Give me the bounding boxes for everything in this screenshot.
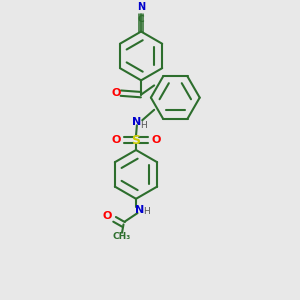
Text: O: O: [111, 88, 121, 98]
Text: H: H: [140, 121, 147, 130]
Text: N: N: [135, 205, 145, 215]
Text: S: S: [131, 134, 140, 147]
Text: H: H: [143, 207, 150, 216]
Text: O: O: [111, 135, 121, 145]
Text: N: N: [132, 117, 142, 127]
Text: O: O: [103, 211, 112, 221]
Text: N: N: [137, 2, 145, 12]
Text: O: O: [151, 135, 160, 145]
Text: CH₃: CH₃: [113, 232, 131, 242]
Text: C: C: [138, 15, 144, 24]
